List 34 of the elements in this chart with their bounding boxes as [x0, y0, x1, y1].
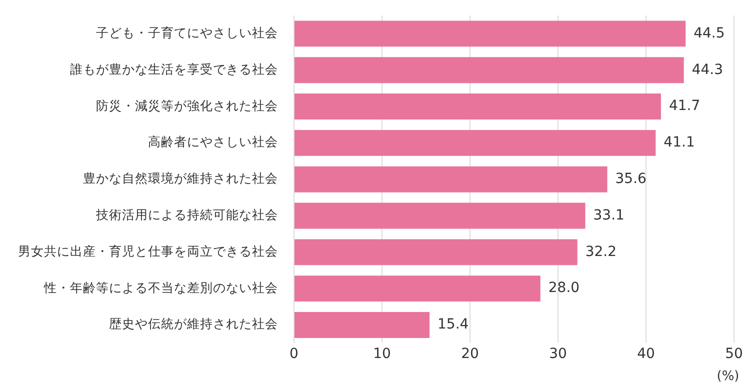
bar [294, 239, 578, 266]
y-tick-label: 男女共に出産・育児と仕事を両立できる社会 [18, 243, 278, 258]
bar [294, 166, 608, 192]
data-label: 15.4 [438, 316, 469, 333]
bar [294, 202, 586, 229]
x-tick-label: 10 [373, 346, 391, 362]
x-tick-label: 30 [549, 346, 567, 362]
x-axis-title: (%) [716, 368, 740, 384]
x-tick-label: 0 [290, 346, 298, 362]
y-tick-label: 技術活用による持続可能な社会 [95, 207, 278, 222]
data-label: 33.1 [593, 207, 624, 224]
data-label: 32.2 [585, 244, 617, 260]
y-tick-label: 歴史や伝統が維持された社会 [109, 316, 278, 332]
bar [294, 276, 540, 302]
data-label: 35.6 [615, 170, 647, 187]
y-tick-label: 性・年齢等による不当な差別のない社会 [43, 280, 278, 295]
y-tick-label: 誰もが豊かな生活を享受できる社会 [70, 61, 278, 76]
y-tick-label: 豊かな自然環境が維持された社会 [83, 170, 278, 186]
y-tick-label: 子ども・子育てにやさしい社会 [96, 24, 278, 40]
bar [294, 57, 684, 84]
y-tick-label: 高齢者にやさしい社会 [148, 134, 278, 150]
bar [294, 20, 686, 47]
bar [294, 94, 661, 120]
x-tick-label: 20 [461, 346, 479, 362]
data-label: 28.0 [548, 280, 580, 296]
bar [294, 312, 430, 338]
data-label: 41.1 [664, 134, 695, 151]
x-tick-label: 40 [637, 346, 655, 362]
data-label: 44.5 [694, 25, 725, 42]
y-tick-label: 防災・減災等が強化された社会 [96, 98, 278, 113]
x-tick-label: 50 [725, 346, 743, 362]
bar [294, 130, 656, 156]
data-label: 44.3 [692, 62, 724, 78]
data-label: 41.7 [668, 98, 700, 114]
